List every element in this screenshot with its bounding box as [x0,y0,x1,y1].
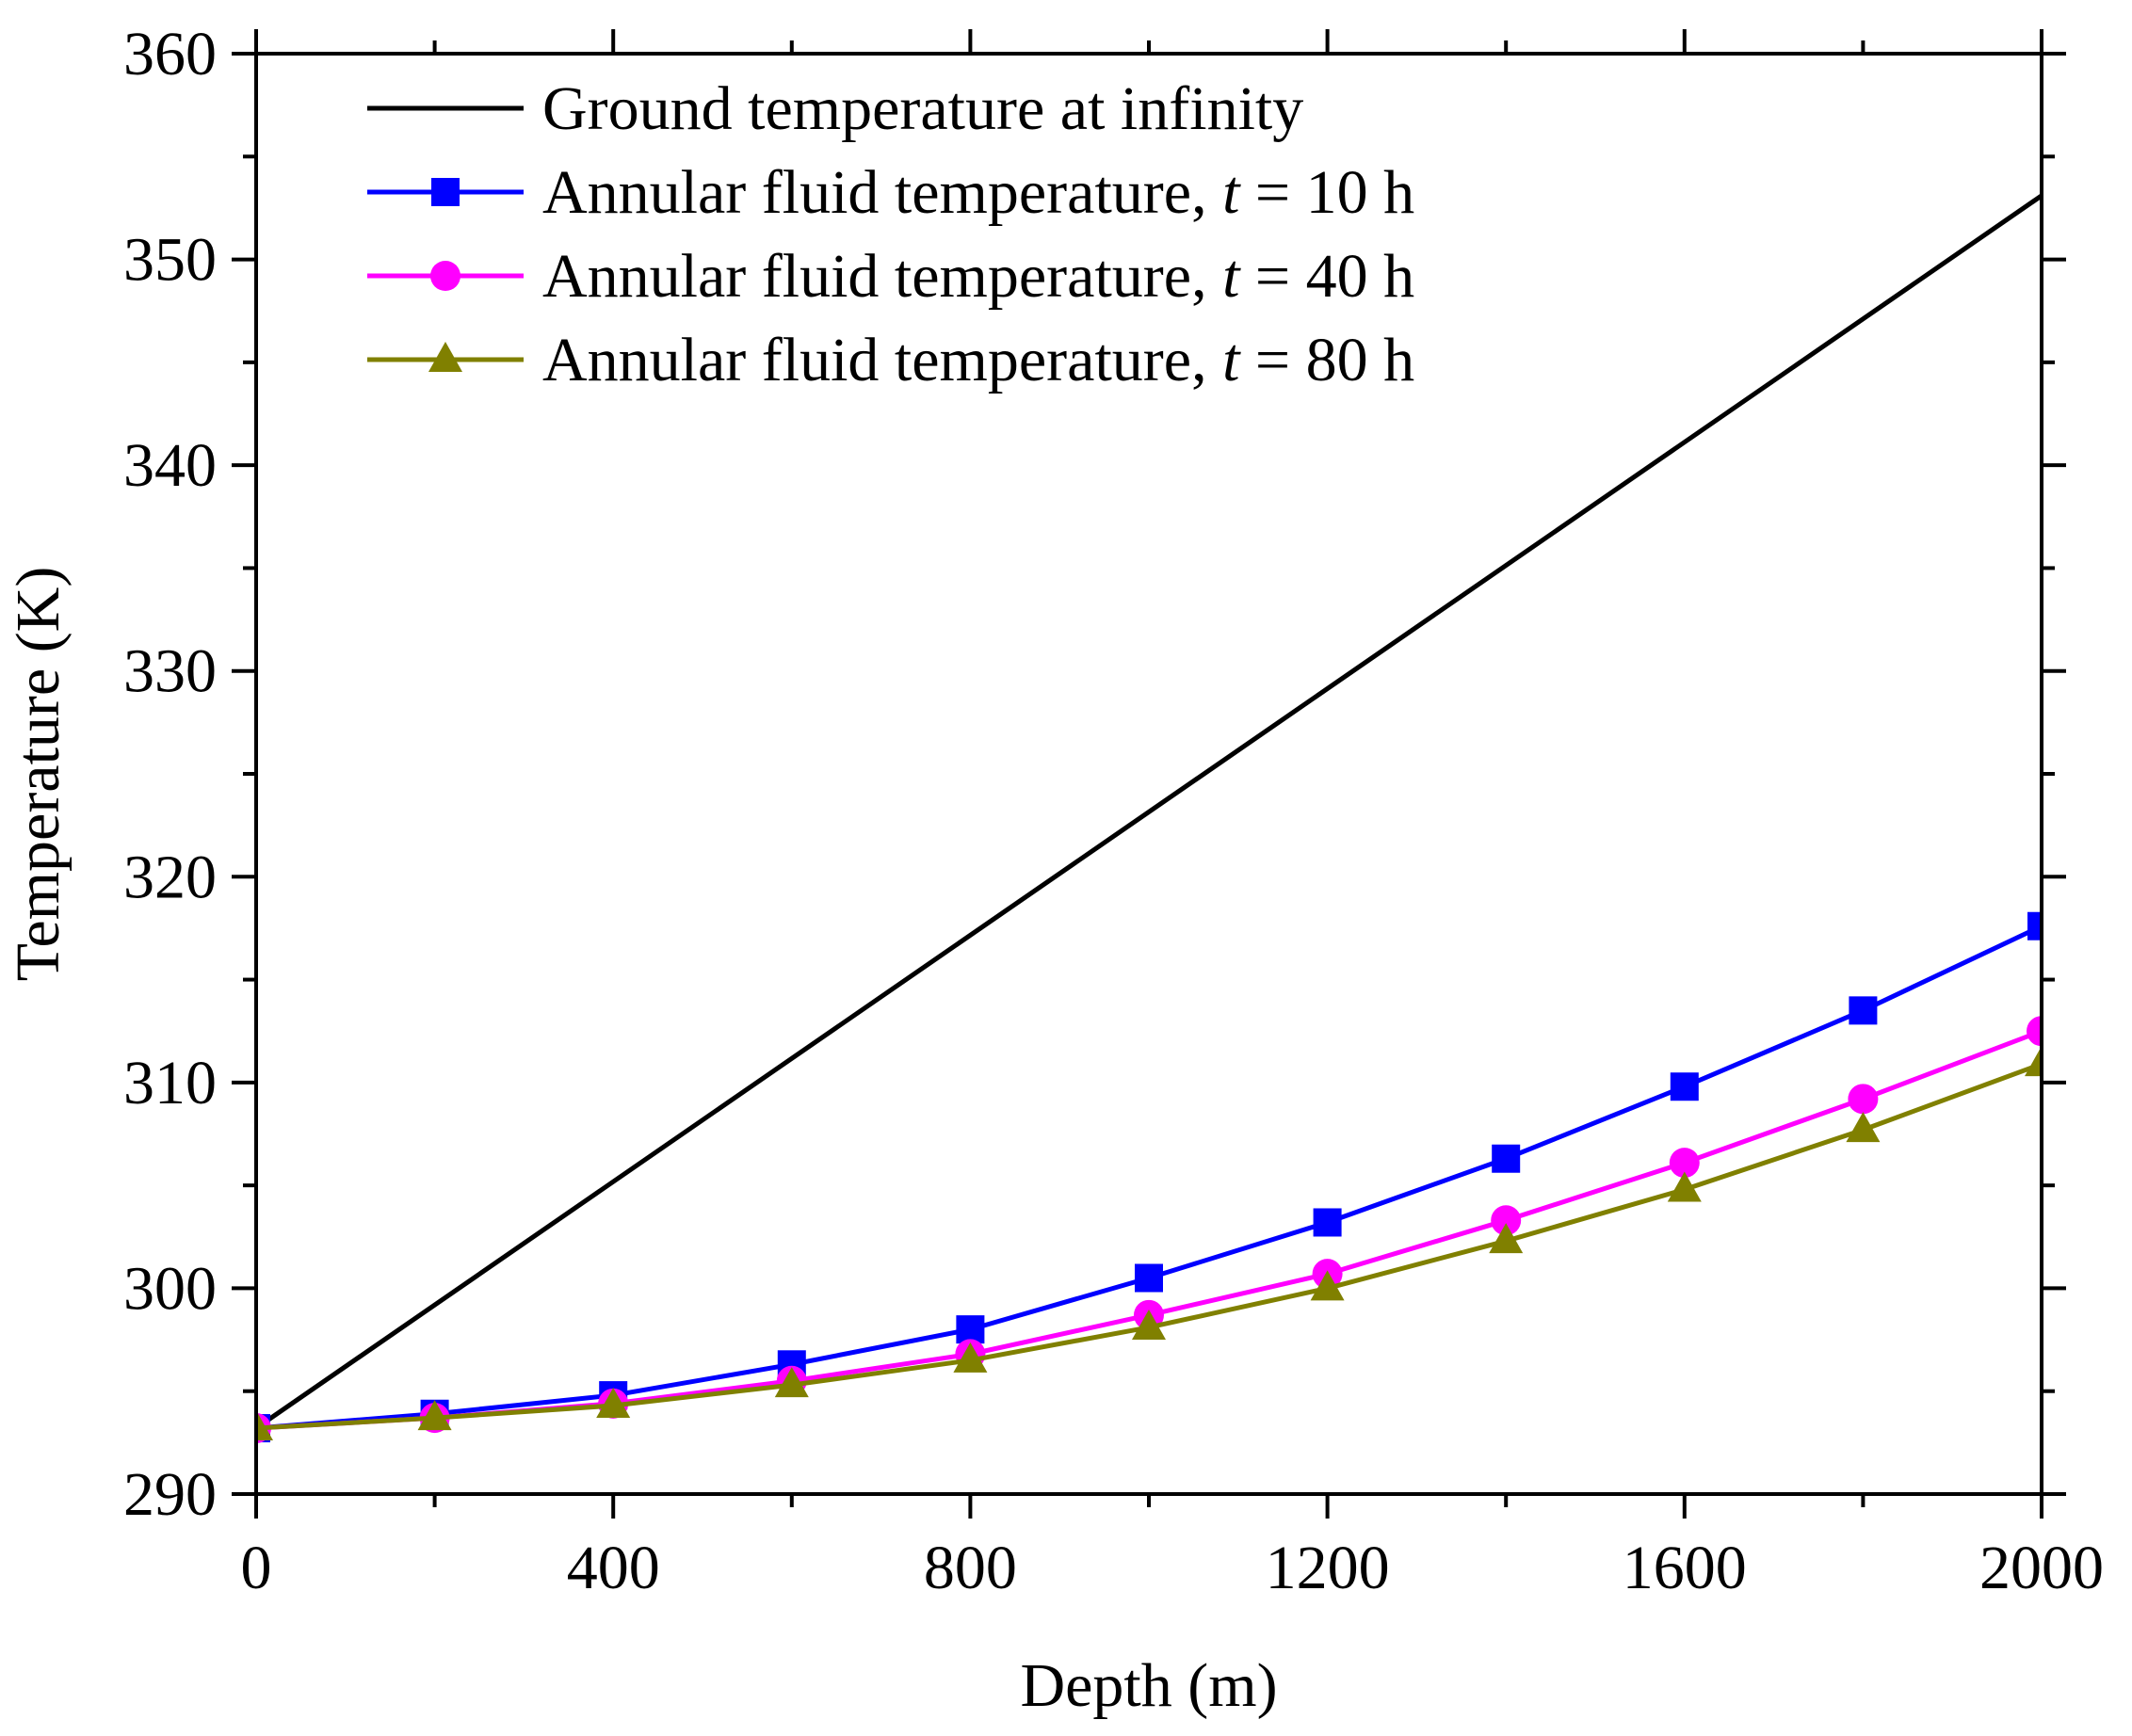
x-axis-title: Depth (m) [1020,1651,1277,1720]
legend-label-suffix: = 40 h [1239,242,1414,311]
series-1 [256,193,2042,1431]
legend-label-suffix: = 10 h [1239,158,1414,227]
data-point [1848,1084,1879,1115]
x-tick-label: 1200 [1266,1534,1390,1602]
data-point [2027,1016,2042,1047]
data-point [2025,1046,2042,1077]
legend-item-4: Annular fluid temperature, t = 80 h [367,326,1414,394]
series-line [256,193,2042,1431]
y-tick-label: 340 [123,431,217,500]
legend-label-var: t [1222,326,1241,394]
legend-label-text: Annular fluid temperature, [542,158,1222,227]
data-series [256,193,2042,1444]
plot-frame [254,52,2043,1496]
series-4 [256,1046,2042,1441]
data-point [1310,1270,1345,1301]
y-tick-label: 310 [123,1049,217,1117]
legend-item-1: Ground temperature at infinity [367,74,1303,143]
y-tick-label: 360 [123,20,217,88]
y-tick-label: 350 [123,226,217,295]
legend-label: Ground temperature at infinity [542,74,1303,143]
y-tick-label: 300 [123,1254,217,1323]
data-point [1849,996,1878,1025]
y-tick-label: 320 [123,843,217,911]
legend-marker [428,342,462,372]
data-point [596,1388,631,1419]
legend-label-var: t [1222,158,1241,227]
legend-marker [431,178,460,206]
data-point [956,1315,985,1344]
y-tick-label: 330 [123,637,217,706]
legend-item-3: Annular fluid temperature, t = 40 h [367,242,1414,311]
data-point [1846,1112,1881,1143]
data-point [1492,1144,1521,1173]
legend-label-var: t [1222,242,1241,311]
legend: Ground temperature at infinity Annular fl… [367,74,1414,394]
data-point [1489,1223,1524,1254]
x-tick-label: 800 [924,1534,1017,1602]
data-point [1313,1208,1342,1237]
data-point [1667,1171,1702,1202]
data-point [1670,1072,1699,1101]
data-point [2027,911,2042,940]
legend-label: Annular fluid temperature, t = 40 h [542,242,1414,311]
data-point [1132,1309,1166,1340]
legend-label: Annular fluid temperature, t = 80 h [542,326,1414,394]
x-tick-label: 1600 [1623,1534,1747,1602]
legend-item-2: Annular fluid temperature, t = 10 h [367,158,1414,227]
data-point [953,1342,988,1373]
data-point [1669,1148,1700,1179]
data-point [1135,1263,1163,1293]
legend-label: Annular fluid temperature, t = 10 h [542,158,1414,227]
legend-marker [430,261,460,291]
data-point [417,1400,452,1431]
legend-label-text: Annular fluid temperature, [542,242,1222,311]
x-tick-label: 0 [241,1534,272,1602]
y-tick-label: 290 [123,1460,217,1529]
data-point [256,1410,273,1441]
legend-label-text: Ground temperature at infinity [542,74,1303,143]
x-tick-label: 400 [567,1534,660,1602]
data-point [1491,1205,1522,1236]
data-point [774,1367,809,1398]
x-tick-label: 2000 [1979,1534,2104,1602]
legend-label-text: Annular fluid temperature, [542,326,1222,394]
y-axis-title: Temperature (K) [4,567,73,982]
axis-ticks: 0 400 800 1200 1600 2000 290 300 310 320 330 340 350… [123,20,2104,1602]
legend-label-suffix: = 80 h [1239,326,1414,394]
